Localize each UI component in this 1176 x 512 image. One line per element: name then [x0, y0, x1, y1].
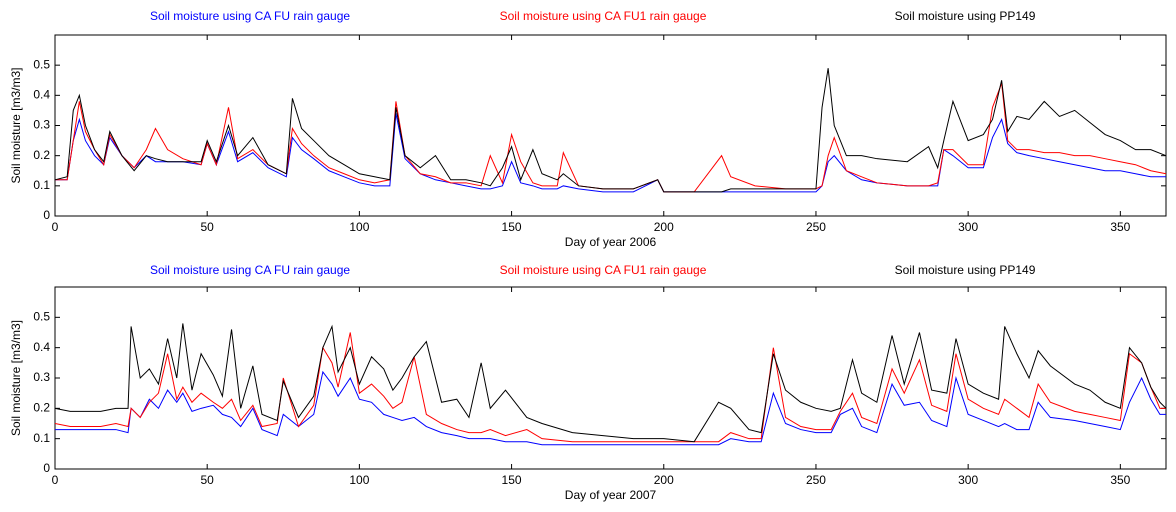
y-axis-label: Soil moisture [m3/m3]	[9, 320, 23, 436]
y-tick-label: 0	[43, 208, 50, 222]
y-tick-label: 0.4	[33, 88, 50, 102]
y-tick-label: 0.2	[33, 148, 50, 162]
x-tick-label: 50	[201, 473, 215, 487]
x-tick-label: 0	[52, 473, 59, 487]
y-tick-label: 0.1	[33, 178, 50, 192]
x-tick-label: 100	[349, 473, 369, 487]
x-tick-label: 300	[958, 220, 978, 234]
legend-title: Soil moisture using CA FU1 rain gauge	[500, 263, 707, 277]
data-line	[54, 332, 1166, 443]
legend-title: Soil moisture using CA FU rain gauge	[150, 9, 350, 23]
y-tick-label: 0.3	[33, 370, 50, 384]
y-tick-label: 0.3	[33, 118, 50, 132]
data-line	[55, 83, 1167, 193]
x-tick-label: 0	[52, 220, 59, 234]
x-tick-label: 300	[958, 473, 978, 487]
y-tick-label: 0	[43, 461, 50, 475]
x-tick-label: 350	[1110, 473, 1130, 487]
legend-title: Soil moisture using PP149	[895, 9, 1036, 23]
data-line	[55, 370, 1166, 446]
y-tick-label: 0.5	[33, 57, 50, 71]
x-tick-label: 100	[349, 220, 369, 234]
data-line	[54, 68, 1167, 193]
x-tick-label: 150	[502, 220, 522, 234]
data-line	[54, 323, 1167, 443]
x-axis-label: Day of year 2006	[565, 235, 657, 249]
x-tick-label: 50	[201, 220, 215, 234]
x-axis-label: Day of year 2007	[565, 488, 657, 502]
y-axis-label: Soil moisture [m3/m3]	[9, 67, 23, 183]
plot-area	[54, 34, 1167, 217]
x-tick-label: 150	[502, 473, 522, 487]
x-tick-label: 200	[654, 473, 674, 487]
x-tick-label: 200	[654, 220, 674, 234]
legend-title: Soil moisture using CA FU1 rain gauge	[500, 9, 707, 23]
y-tick-label: 0.2	[33, 401, 50, 415]
x-tick-label: 350	[1110, 220, 1130, 234]
legend-title: Soil moisture using PP149	[895, 263, 1036, 277]
legend-title: Soil moisture using CA FU rain gauge	[150, 263, 350, 277]
x-tick-label: 250	[806, 220, 826, 234]
y-tick-label: 0.4	[33, 340, 50, 354]
y-tick-label: 0.1	[33, 431, 50, 445]
x-tick-label: 250	[806, 473, 826, 487]
data-line	[55, 113, 1166, 193]
y-tick-label: 0.5	[33, 310, 50, 324]
